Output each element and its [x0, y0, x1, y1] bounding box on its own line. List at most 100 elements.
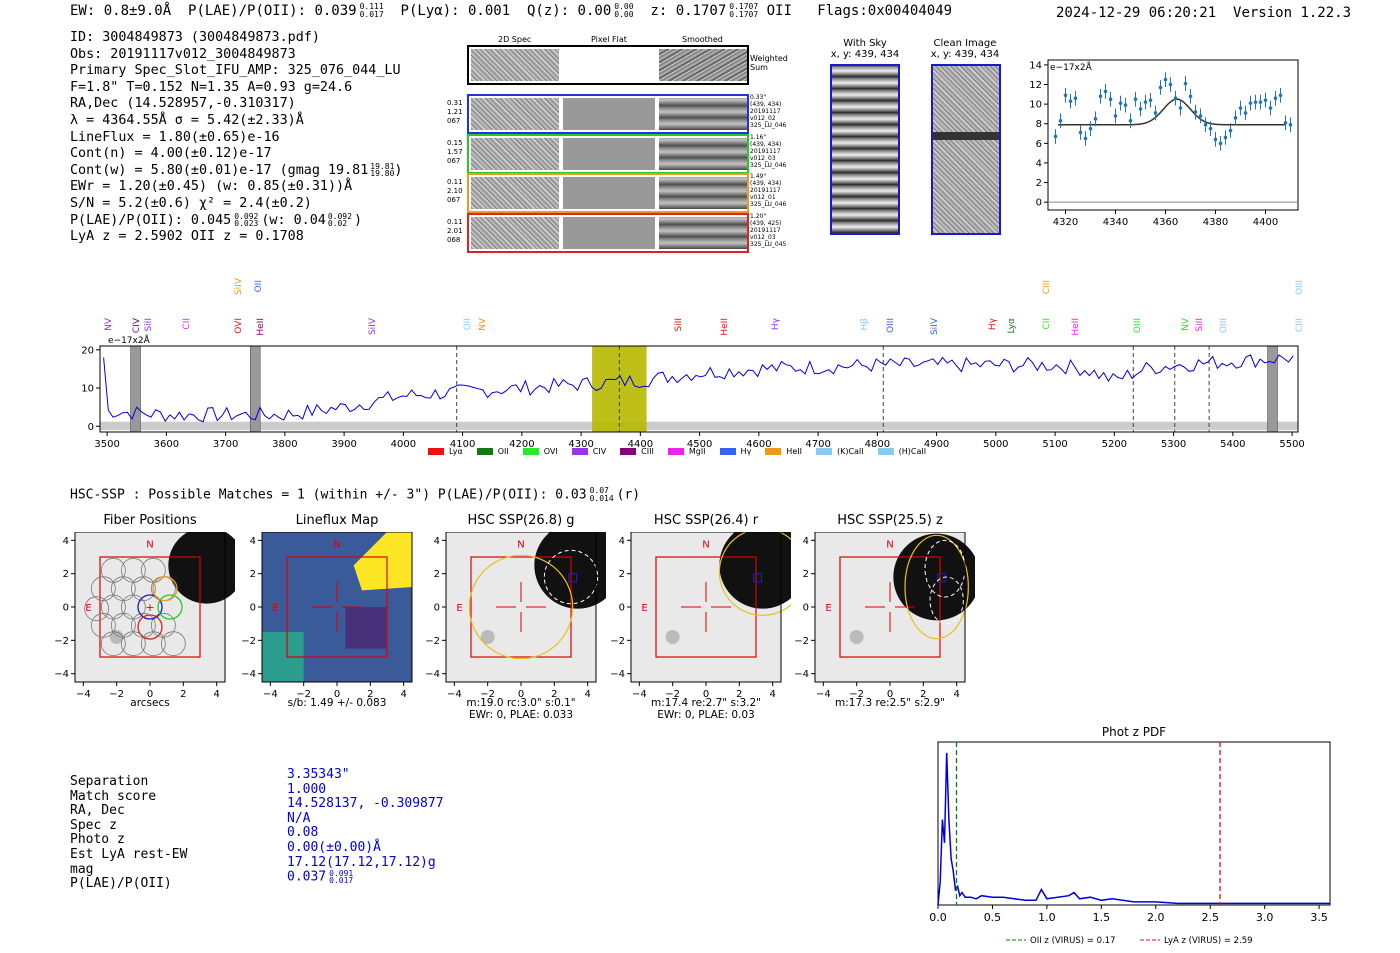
- cutout-smoothed: [659, 137, 747, 170]
- hsc-panel-caption: m:17.3 re:2.5" s:2.9": [835, 697, 945, 709]
- cutout-row-right-text: v012_02: [750, 115, 776, 122]
- y-tick-label: 2: [803, 569, 809, 580]
- x-tick-label: 4800: [865, 439, 890, 450]
- compass-east: E: [85, 603, 91, 614]
- info-id: ID: 3004849873 (3004849873.pdf): [70, 30, 320, 45]
- match-value-text: 0.037: [287, 869, 327, 885]
- info-lineflux: LineFlux = 1.80(±0.65)e-16: [70, 129, 280, 145]
- y-tick-label: 4: [250, 536, 256, 547]
- data-point: [1148, 98, 1153, 102]
- clean-image: [931, 64, 1001, 235]
- x-tick-label: 0.0: [929, 911, 947, 924]
- y-tick-label: −4: [241, 669, 256, 680]
- x-tick-label: 4900: [924, 439, 949, 450]
- x-tick-label: 2: [920, 689, 926, 700]
- cutout-row: [467, 212, 749, 253]
- data-point: [1093, 117, 1098, 121]
- cutout-pixflat: [563, 137, 655, 170]
- legend-label: (K)CaII: [836, 447, 864, 456]
- flags-value: Flags:0x00404049: [817, 3, 953, 19]
- cutout-row-right-text: 20191117: [750, 147, 781, 155]
- cutout-pixflat: [563, 216, 655, 249]
- x-tick-label: −2: [296, 689, 311, 700]
- match-label: RA, Dec: [70, 803, 125, 819]
- spectrum-legend: Lyα OII OVI CIV CIII MgII Hγ HeII (K)CaII (H)CaII: [428, 447, 940, 456]
- match-label: Spec z: [70, 817, 117, 833]
- legend-swatch: [815, 448, 832, 455]
- hsc-panel-caption: m:19.0 rc:3.0" s:0.1": [466, 697, 576, 709]
- hsc-panel-caption: s/b: 1.49 +/- 0.083: [287, 697, 387, 709]
- contw-lo: 19.80: [370, 168, 395, 178]
- plae-value: P(LAE)/P(OII): 0.039: [188, 3, 357, 19]
- x-tick-label: 3900: [331, 439, 356, 450]
- x-tick-label: 0: [334, 689, 340, 700]
- with-sky-image: [830, 64, 900, 235]
- cutout-row-right-text: 0.33": [750, 94, 767, 101]
- data-point: [1098, 94, 1103, 99]
- cutout-smoothed: [659, 98, 747, 130]
- qz-hi: 0.00: [614, 2, 634, 11]
- y-tick-label: 2: [63, 569, 69, 580]
- plae-hi: 0.111: [359, 2, 384, 11]
- cutout-row-left-text: 1.21: [447, 108, 463, 116]
- cutout-row-left-text: 2.01: [447, 226, 463, 235]
- cutout-row-right: 1.20" (439, 425) 20191117 v012_03 325_LU_045: [750, 213, 786, 248]
- legend-label: (H)CaII: [898, 447, 927, 456]
- x-tick-label: 4100: [450, 439, 475, 450]
- data-point: [1218, 141, 1223, 146]
- data-point: [1178, 106, 1183, 110]
- y-tick-label: 14: [1029, 60, 1042, 71]
- hsc-panel-title: HSC SSP(26.4) r: [653, 513, 759, 528]
- compass-north: N: [886, 540, 893, 551]
- line-id-label: CII: [182, 318, 192, 330]
- clean-image-label: Clean Image: [933, 38, 997, 49]
- info-block: ID: 3004849873 (3004849873.pdf) Obs: 201…: [70, 30, 402, 246]
- data-point: [1128, 118, 1133, 123]
- compass-east: E: [641, 603, 647, 614]
- x-tick-label: 1.0: [1038, 911, 1056, 924]
- plae2-w-hi: 0.092: [327, 211, 352, 221]
- hsc-lo: 0.014: [589, 494, 614, 503]
- y-tick-label: −4: [610, 669, 625, 680]
- data-point: [1123, 103, 1128, 107]
- cutout-row-right-text: (439, 434): [750, 180, 782, 187]
- legend-item: OII: [476, 447, 509, 456]
- y-tick-label: 2: [434, 569, 440, 580]
- cutout-row-right-text: 1.20": [750, 212, 767, 220]
- y-tick-label: 0: [88, 422, 94, 433]
- data-point: [1163, 77, 1168, 82]
- line-fit-chart: 4320 4340 4360 4380 4400 0 2 4 6 8 10 12 14 e−17x2Å: [1029, 59, 1299, 228]
- center-marker: +: [145, 601, 154, 614]
- cutout-row-right-text: 20191117: [750, 226, 781, 234]
- cutout-2dspec: [471, 216, 559, 249]
- match-value-text: 14.528137, -0.309877: [287, 796, 444, 812]
- x-tick-label: 4360: [1153, 217, 1178, 228]
- faint-source: [665, 630, 680, 644]
- data-point: [1253, 100, 1258, 104]
- legend-item: OVI: [522, 447, 558, 456]
- z-line: OII: [766, 3, 792, 19]
- x-tick-label: −4: [76, 689, 91, 700]
- plae2-text: P(LAE)/P(OII): 0.045: [70, 212, 232, 228]
- x-tick-label: −4: [816, 689, 831, 700]
- fiber-circle: [84, 596, 110, 622]
- plae2-lo: 0.023: [234, 218, 259, 228]
- aperture-ellipse: [718, 532, 791, 616]
- cutout-row-right-text: 325_LU_046: [750, 201, 787, 208]
- legend-label: MgII: [688, 447, 706, 456]
- x-tick-label: −2: [665, 689, 680, 700]
- legend-lya-label: LyA z (VIRUS) = 2.59: [1164, 936, 1253, 946]
- cutout-row-right-text: 20191117: [750, 187, 781, 194]
- y-tick-label: 0: [619, 603, 625, 614]
- x-tick-label: −2: [849, 689, 864, 700]
- match-label: Est LyA rest-EW: [70, 846, 188, 862]
- legend-swatch: [877, 448, 894, 455]
- contw-text: Cont(w) = 5.80(±0.01)e-17 (gmag 19.81: [70, 162, 369, 178]
- x-tick-label: −4: [447, 689, 462, 700]
- cutout-2dspec: [471, 98, 559, 130]
- data-point: [1273, 96, 1278, 101]
- match-label: Separation: [70, 774, 149, 789]
- x-tick-label: 0: [147, 689, 153, 700]
- legend-label: OVI: [543, 447, 558, 456]
- hsc-panel-image: N E −4 −4 −2 −2 0 0 2 2 4 4: [425, 532, 606, 700]
